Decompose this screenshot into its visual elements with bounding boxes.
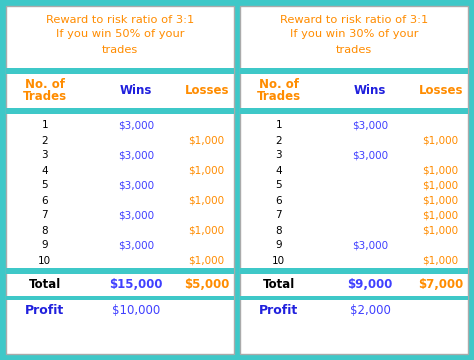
Text: 4: 4	[41, 166, 48, 175]
FancyBboxPatch shape	[6, 296, 234, 300]
Text: 4: 4	[275, 166, 282, 175]
Text: $1,000: $1,000	[423, 166, 459, 175]
Text: 7: 7	[41, 211, 48, 220]
Text: $3,000: $3,000	[118, 150, 154, 161]
Text: Reward to risk ratio of 3:1: Reward to risk ratio of 3:1	[46, 15, 194, 25]
Text: 5: 5	[275, 180, 282, 190]
Text: Trades: Trades	[23, 90, 67, 104]
FancyBboxPatch shape	[240, 108, 468, 114]
Text: $3,000: $3,000	[352, 121, 388, 130]
Text: Losses: Losses	[184, 85, 229, 98]
Text: 8: 8	[41, 225, 48, 235]
Text: 1: 1	[275, 121, 282, 130]
Text: $1,000: $1,000	[423, 211, 459, 220]
Text: Total: Total	[28, 279, 61, 292]
FancyBboxPatch shape	[6, 268, 234, 274]
Text: Profit: Profit	[25, 305, 64, 318]
Text: $3,000: $3,000	[352, 150, 388, 161]
FancyBboxPatch shape	[240, 268, 468, 274]
Text: $1,000: $1,000	[189, 256, 225, 266]
Text: 3: 3	[275, 150, 282, 161]
Text: Total: Total	[263, 279, 295, 292]
Text: $2,000: $2,000	[349, 305, 391, 318]
Text: Profit: Profit	[259, 305, 299, 318]
Text: $3,000: $3,000	[118, 180, 154, 190]
Text: $3,000: $3,000	[352, 240, 388, 251]
Text: $1,000: $1,000	[189, 225, 225, 235]
Text: $5,000: $5,000	[184, 279, 229, 292]
Text: $9,000: $9,000	[347, 279, 392, 292]
Text: $1,000: $1,000	[189, 166, 225, 175]
Text: 10: 10	[272, 256, 285, 266]
Text: $3,000: $3,000	[118, 240, 154, 251]
Text: $7,000: $7,000	[418, 279, 463, 292]
Text: Trades: Trades	[257, 90, 301, 104]
Text: trades: trades	[336, 45, 372, 55]
Text: $1,000: $1,000	[423, 256, 459, 266]
Text: If you win 50% of your: If you win 50% of your	[56, 29, 184, 39]
Text: 2: 2	[275, 135, 282, 145]
Text: If you win 30% of your: If you win 30% of your	[290, 29, 418, 39]
Text: 9: 9	[275, 240, 282, 251]
Text: $15,000: $15,000	[109, 279, 163, 292]
Text: 7: 7	[275, 211, 282, 220]
Text: 1: 1	[41, 121, 48, 130]
Text: 5: 5	[41, 180, 48, 190]
FancyBboxPatch shape	[6, 68, 234, 74]
Text: $10,000: $10,000	[112, 305, 160, 318]
Text: Reward to risk ratio of 3:1: Reward to risk ratio of 3:1	[280, 15, 428, 25]
Text: 3: 3	[41, 150, 48, 161]
FancyBboxPatch shape	[240, 6, 468, 354]
Text: Wins: Wins	[120, 85, 152, 98]
Text: $3,000: $3,000	[118, 211, 154, 220]
Text: 6: 6	[41, 195, 48, 206]
Text: 2: 2	[41, 135, 48, 145]
FancyBboxPatch shape	[240, 68, 468, 74]
FancyBboxPatch shape	[240, 296, 468, 300]
FancyBboxPatch shape	[6, 6, 234, 354]
Text: trades: trades	[102, 45, 138, 55]
Text: $1,000: $1,000	[423, 180, 459, 190]
Text: 8: 8	[275, 225, 282, 235]
Text: 9: 9	[41, 240, 48, 251]
FancyBboxPatch shape	[6, 108, 234, 114]
Text: Wins: Wins	[354, 85, 386, 98]
Text: $1,000: $1,000	[423, 135, 459, 145]
Text: $1,000: $1,000	[423, 195, 459, 206]
Text: 10: 10	[38, 256, 51, 266]
Text: $1,000: $1,000	[189, 195, 225, 206]
Text: Losses: Losses	[419, 85, 463, 98]
Text: 6: 6	[275, 195, 282, 206]
Text: $1,000: $1,000	[189, 135, 225, 145]
Text: $1,000: $1,000	[423, 225, 459, 235]
Text: $3,000: $3,000	[118, 121, 154, 130]
Text: No. of: No. of	[25, 77, 65, 90]
Text: No. of: No. of	[259, 77, 299, 90]
